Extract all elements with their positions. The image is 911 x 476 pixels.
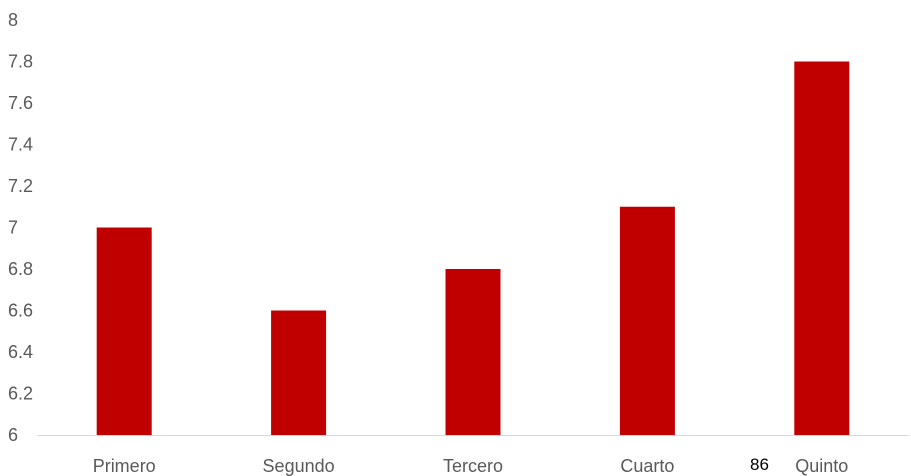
y-tick-label: 7.6 xyxy=(8,93,33,113)
y-tick-label: 7.8 xyxy=(8,52,33,72)
y-tick-label: 6 xyxy=(8,425,18,445)
x-tick-label: Primero xyxy=(93,456,156,476)
y-tick-label: 6.4 xyxy=(8,342,33,362)
x-tick-label: Quinto xyxy=(795,456,848,476)
y-tick-label: 6.8 xyxy=(8,259,33,279)
x-axis-tick-labels: Primero Segundo Tercero Cuarto Quinto xyxy=(93,456,849,476)
y-tick-label: 8 xyxy=(8,10,18,30)
y-tick-label: 6.6 xyxy=(8,301,33,321)
y-tick-label: 7.4 xyxy=(8,135,33,155)
x-tick-label: Cuarto xyxy=(620,456,674,476)
bar-tercero xyxy=(445,269,501,435)
x-tick-label: Tercero xyxy=(443,456,503,476)
bar-segundo xyxy=(271,310,327,435)
y-axis-tick-labels: 6 6.2 6.4 6.6 6.8 7 7.2 7.4 7.6 7.8 8 xyxy=(8,10,33,445)
bar-cuarto xyxy=(619,206,675,435)
y-tick-label: 6.2 xyxy=(8,384,33,404)
bar-quinto xyxy=(794,61,850,435)
page-number: 86 xyxy=(750,455,769,474)
y-tick-label: 7 xyxy=(8,218,18,238)
x-tick-label: Segundo xyxy=(263,456,335,476)
y-tick-label: 7.2 xyxy=(8,176,33,196)
bar-primero xyxy=(96,227,152,435)
bars xyxy=(96,61,850,435)
